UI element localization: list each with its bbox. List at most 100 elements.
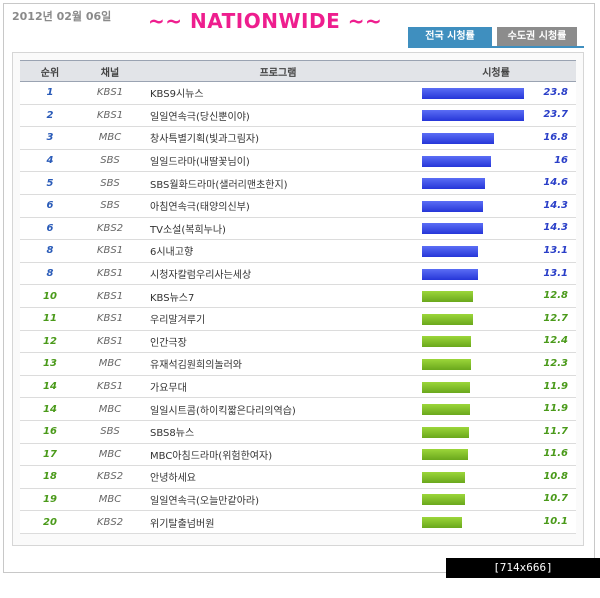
rating-cell: 16 <box>416 149 576 173</box>
rating-bar <box>422 381 470 393</box>
rank-cell: 6 <box>20 217 80 241</box>
rating-cell: 10.7 <box>416 488 576 512</box>
rating-bar <box>422 291 473 303</box>
rating-value: 16.8 <box>543 131 568 143</box>
program-cell: 일일연속극(당신뿐이야) <box>140 104 416 128</box>
program-cell: 아침연속극(태양의신부) <box>140 194 416 218</box>
channel-cell: KBS2 <box>80 510 140 534</box>
rating-bar <box>422 132 494 144</box>
table-row: 13 MBC 유재석김원희의놀러와 12.3 <box>20 352 576 376</box>
rating-value: 16 <box>554 154 568 166</box>
rating-cell: 23.8 <box>416 81 576 105</box>
channel-cell: SBS <box>80 420 140 444</box>
channel-cell: KBS1 <box>80 330 140 354</box>
channel-cell: MBC <box>80 488 140 512</box>
channel-cell: MBC <box>80 126 140 150</box>
rating-value: 14.3 <box>543 222 568 234</box>
table-row: 14 MBC 일일시트콤(하이킥짧은다리의역습) 11.9 <box>20 397 576 421</box>
rating-cell: 12.7 <box>416 307 576 331</box>
table-row: 2 KBS1 일일연속극(당신뿐이야) 23.7 <box>20 104 576 128</box>
ratings-rows: 1 KBS1 KBS9시뉴스 23.8 2 KBS1 일일연속극(당신뿐이야) 23.7 3 MB… <box>20 81 576 534</box>
rating-tabs: 전국 시청률 수도권 시청률 <box>408 27 577 46</box>
rating-cell: 14.3 <box>416 194 576 218</box>
table-row: 6 KBS2 TV소설(복희누나) 14.3 <box>20 217 576 241</box>
program-cell: SBS8뉴스 <box>140 420 416 444</box>
rank-cell: 13 <box>20 352 80 376</box>
rank-cell: 8 <box>20 239 80 263</box>
rank-cell: 14 <box>20 375 80 399</box>
channel-cell: SBS <box>80 171 140 195</box>
rating-value: 13.1 <box>543 244 568 256</box>
rating-bar <box>422 268 478 280</box>
rank-cell: 18 <box>20 465 80 489</box>
program-cell: TV소설(복희누나) <box>140 217 416 241</box>
column-header-rating: 시청률 <box>416 60 576 82</box>
tab-underline <box>408 46 584 48</box>
channel-cell: KBS1 <box>80 262 140 286</box>
table-row: 4 SBS 일일드라마(내딸꽃님이) 16 <box>20 149 576 173</box>
rating-bar <box>422 471 465 483</box>
rating-value: 10.1 <box>543 516 568 528</box>
channel-cell: MBC <box>80 443 140 467</box>
rating-cell: 10.1 <box>416 510 576 534</box>
rating-value: 23.7 <box>543 109 568 121</box>
program-cell: 가요무대 <box>140 375 416 399</box>
program-cell: 위기탈출넘버원 <box>140 510 416 534</box>
program-cell: 우리말겨루기 <box>140 307 416 331</box>
rating-cell: 11.6 <box>416 443 576 467</box>
watermark: [714x666] https://upic.me/ <box>446 558 600 594</box>
rating-bar <box>422 313 473 325</box>
rating-cell: 12.3 <box>416 352 576 376</box>
table-row: 8 KBS1 시청자칼럼우리사는세상 13.1 <box>20 262 576 286</box>
table-header-row: 순위 채널 프로그램 시청률 <box>20 60 576 82</box>
table-row: 3 MBC 창사특별기획(빛과그림자) 16.8 <box>20 126 576 150</box>
rank-cell: 6 <box>20 194 80 218</box>
rank-cell: 17 <box>20 443 80 467</box>
program-cell: 일일드라마(내딸꽃님이) <box>140 149 416 173</box>
rank-cell: 19 <box>20 488 80 512</box>
rating-value: 11.7 <box>543 425 568 437</box>
tab-nationwide[interactable]: 전국 시청률 <box>408 27 492 46</box>
rank-cell: 3 <box>20 126 80 150</box>
column-header-program: 프로그램 <box>140 60 416 82</box>
program-cell: 시청자칼럼우리사는세상 <box>140 262 416 286</box>
table-row: 17 MBC MBC아침드라마(위험한여자) 11.6 <box>20 443 576 467</box>
program-cell: SBS월화드라마(샐러리맨초한지) <box>140 171 416 195</box>
program-cell: 일일연속극(오늘만같아라) <box>140 488 416 512</box>
rating-cell: 12.8 <box>416 284 576 308</box>
channel-cell: SBS <box>80 149 140 173</box>
rank-cell: 4 <box>20 149 80 173</box>
channel-cell: KBS1 <box>80 375 140 399</box>
rank-cell: 12 <box>20 330 80 354</box>
table-row: 11 KBS1 우리말겨루기 12.7 <box>20 307 576 331</box>
rating-value: 12.3 <box>543 357 568 369</box>
program-cell: 일일시트콤(하이킥짧은다리의역습) <box>140 397 416 421</box>
rank-cell: 2 <box>20 104 80 128</box>
rating-value: 14.6 <box>543 177 568 189</box>
rating-bar <box>422 87 524 99</box>
rank-cell: 16 <box>20 420 80 444</box>
rating-cell: 10.8 <box>416 465 576 489</box>
channel-cell: KBS1 <box>80 239 140 263</box>
rank-cell: 20 <box>20 510 80 534</box>
rank-cell: 11 <box>20 307 80 331</box>
program-cell: 창사특별기획(빛과그림자) <box>140 126 416 150</box>
channel-cell: SBS <box>80 194 140 218</box>
rank-cell: 5 <box>20 171 80 195</box>
rating-bar <box>422 200 483 212</box>
channel-cell: MBC <box>80 352 140 376</box>
program-cell: 안녕하세요 <box>140 465 416 489</box>
program-cell: 유재석김원희의놀러와 <box>140 352 416 376</box>
rating-bar <box>422 494 465 506</box>
rating-bar <box>422 517 462 529</box>
rating-bar <box>422 178 485 190</box>
rating-bar <box>422 336 471 348</box>
tab-capital-area[interactable]: 수도권 시청률 <box>497 27 577 46</box>
headline-title: ~~ NATIONWIDE ~~ <box>148 9 383 33</box>
program-cell: KBS9시뉴스 <box>140 81 416 105</box>
rating-cell: 11.9 <box>416 375 576 399</box>
rank-cell: 8 <box>20 262 80 286</box>
rating-bar <box>422 110 524 122</box>
channel-cell: KBS1 <box>80 104 140 128</box>
date-label: 2012년 02월 06일 <box>12 10 112 23</box>
